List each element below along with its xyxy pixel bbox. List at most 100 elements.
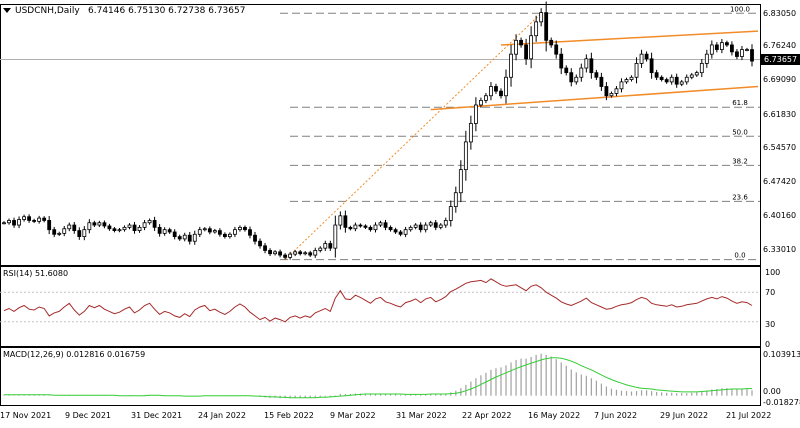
candle-body — [709, 44, 714, 55]
candle-body — [714, 44, 719, 50]
fibonacci-trend-line — [284, 12, 542, 261]
candle-body — [634, 63, 639, 78]
candle-body — [263, 245, 267, 251]
candle-body — [393, 229, 398, 233]
candle-body — [499, 90, 503, 97]
rsi-y-axis: 100 70 30 0 — [765, 268, 780, 349]
candle-body — [735, 51, 739, 57]
rsi-line — [3, 278, 753, 323]
candle-body — [724, 42, 729, 46]
candle-body — [448, 206, 453, 221]
candle-body — [413, 224, 418, 228]
symbol-label: USDCNH,Daily — [15, 6, 80, 16]
current-price-label: 6.73657 — [764, 55, 797, 64]
candle-body — [137, 226, 142, 231]
candle-body — [529, 35, 534, 60]
dropdown-triangle-icon[interactable] — [3, 8, 11, 13]
rsi-panel-frame — [0, 266, 761, 347]
candle-body — [207, 228, 212, 233]
candle-body — [579, 67, 584, 78]
date-tick-label: 9 Dec 2021 — [65, 411, 111, 420]
candle-body — [42, 217, 47, 221]
candle-body — [32, 220, 37, 222]
candle-body — [172, 231, 177, 237]
candle-body — [37, 217, 42, 222]
candle-body — [484, 95, 488, 101]
macd-tick-label: 0.103913 — [763, 350, 800, 359]
fibonacci-level-label: 61.8 — [732, 99, 748, 107]
candle-body — [428, 222, 433, 226]
candle-body — [72, 224, 77, 231]
candle-body — [639, 53, 644, 64]
macd-signal-line — [4, 357, 752, 399]
candle-body — [62, 228, 67, 234]
candle-body — [212, 230, 217, 233]
candle-body — [609, 93, 614, 97]
candle-body — [684, 76, 689, 83]
candle-body — [383, 222, 388, 228]
candle-body — [248, 229, 252, 236]
candle-body — [293, 251, 298, 255]
candle-body — [644, 53, 649, 60]
date-tick-label: 22 Apr 2022 — [462, 411, 511, 420]
candle-body — [468, 123, 473, 143]
candle-body — [162, 229, 167, 234]
candle-body — [288, 253, 293, 258]
candle-body — [745, 49, 749, 51]
candle-body — [87, 222, 92, 231]
candle-body — [157, 226, 162, 234]
fibonacci-level-label: 50.0 — [732, 128, 748, 136]
candle-body — [67, 224, 72, 230]
candle-body — [117, 229, 122, 232]
candle-body — [373, 224, 378, 231]
candle-body — [494, 86, 498, 92]
candle-body — [368, 226, 373, 231]
candle-body — [574, 76, 579, 83]
candle-body — [704, 53, 709, 64]
candle-body — [217, 230, 222, 235]
candle-body — [343, 215, 348, 228]
candle-body — [624, 79, 629, 83]
candle-body — [750, 49, 754, 62]
candle-body — [283, 254, 288, 258]
price-tick-label: 6.47420 — [763, 177, 796, 186]
rsi-tick-label: 70 — [765, 288, 775, 297]
candle-body — [524, 44, 528, 60]
candle-body — [12, 220, 16, 226]
candle-body — [127, 224, 132, 228]
candle-body — [463, 141, 468, 171]
fibonacci-level-label: 100.0 — [730, 5, 750, 13]
candle-body — [233, 229, 237, 235]
candle-body — [152, 220, 157, 228]
candle-body — [47, 220, 52, 231]
candle-body — [187, 234, 192, 242]
candle-body — [564, 67, 569, 74]
candle-body — [584, 58, 589, 69]
candle-body — [664, 79, 669, 83]
candle-body — [132, 224, 137, 231]
candle-body — [669, 76, 674, 83]
candle-body — [554, 44, 559, 55]
candle-body — [112, 228, 117, 231]
price-tick-label: 6.76240 — [763, 41, 796, 50]
candle-body — [52, 229, 57, 235]
candle-body — [192, 233, 197, 242]
candle-body — [323, 243, 328, 249]
channel-upper-line — [500, 30, 759, 46]
candle-body — [318, 247, 323, 251]
date-tick-label: 15 Feb 2022 — [264, 411, 314, 420]
candle-body — [604, 86, 609, 97]
candle-body — [313, 250, 318, 256]
rsi-tick-label: 0 — [765, 340, 770, 349]
fibonacci-level-label: 0.0 — [734, 252, 745, 260]
candle-body — [82, 229, 87, 238]
candle-body — [243, 226, 247, 231]
candle-body — [273, 251, 277, 255]
candle-body — [308, 252, 313, 256]
candle-body — [519, 39, 523, 46]
fibonacci-level-label: 23.6 — [732, 193, 748, 201]
channel-lower-line — [430, 85, 759, 111]
candle-body — [694, 72, 699, 76]
candle-body — [338, 215, 343, 226]
